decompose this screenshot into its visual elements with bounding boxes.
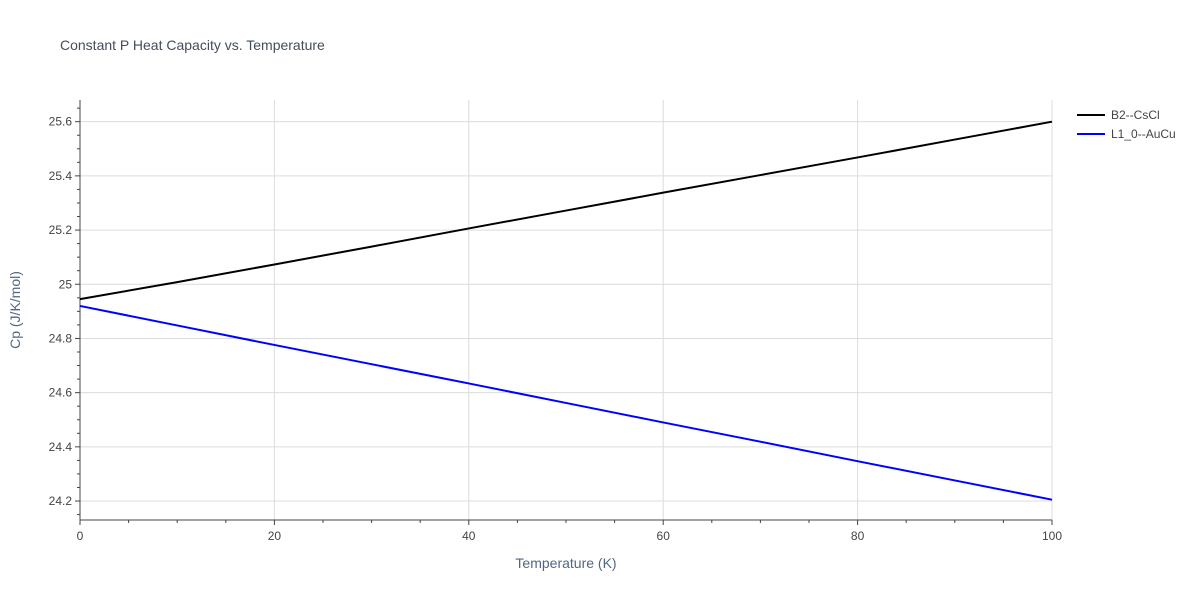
x-tick-label: 0 bbox=[77, 529, 84, 543]
legend: B2--CsCl L1_0--AuCu bbox=[1077, 108, 1176, 141]
legend-label: L1_0--AuCu bbox=[1111, 127, 1176, 141]
series-layer bbox=[79, 120, 1053, 501]
x-tick-label: 60 bbox=[657, 529, 671, 543]
x-tick-label: 80 bbox=[851, 529, 865, 543]
y-tick-label: 24.2 bbox=[49, 494, 73, 508]
y-tick-label: 25.2 bbox=[49, 223, 73, 237]
axes: 0 20 40 60 80 100 24.2 24.4 24.6 24.8 25 25.2 25.4 25… bbox=[49, 100, 1062, 543]
y-tick-label: 25.6 bbox=[49, 115, 73, 129]
y-tick-label: 25 bbox=[59, 277, 73, 291]
x-tick-label: 100 bbox=[1042, 529, 1062, 543]
y-tick-label: 25.4 bbox=[49, 169, 73, 183]
series-line-1 bbox=[79, 120, 1053, 301]
x-axis-title: Temperature (K) bbox=[515, 555, 616, 571]
y-axis-title: Cp (J/K/mol) bbox=[7, 271, 23, 349]
x-tick-label: 40 bbox=[462, 529, 476, 543]
chart-title: Constant P Heat Capacity vs. Temperature bbox=[60, 37, 325, 53]
series-line-2 bbox=[79, 304, 1053, 501]
y-tick-label: 24.8 bbox=[49, 331, 73, 345]
y-tick-label: 24.4 bbox=[49, 440, 73, 454]
x-tick-label: 20 bbox=[268, 529, 282, 543]
grid bbox=[80, 100, 1053, 520]
y-tick-label: 24.6 bbox=[49, 386, 73, 400]
legend-label: B2--CsCl bbox=[1111, 108, 1160, 122]
